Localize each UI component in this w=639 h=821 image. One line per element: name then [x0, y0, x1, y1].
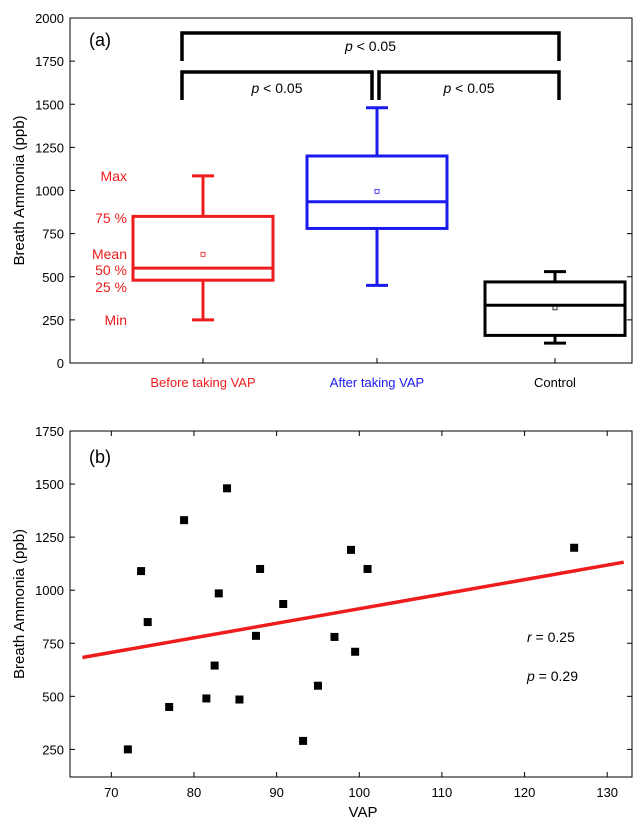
data-point — [299, 736, 308, 745]
data-point — [202, 694, 211, 703]
y-tick-label-b: 1750 — [35, 424, 64, 439]
y-tick-label-b: 1000 — [35, 583, 64, 598]
data-point — [180, 516, 189, 525]
y-tick-label-b: 1500 — [35, 477, 64, 492]
data-point — [165, 702, 174, 711]
data-point — [235, 695, 244, 704]
significance-label: p < 0.05 — [251, 80, 303, 96]
y-tick-label-a: 2000 — [35, 11, 64, 26]
y-tick-label-a: 250 — [42, 313, 64, 328]
stat-p: p = 0.29 — [526, 668, 578, 684]
data-point — [251, 631, 260, 640]
category-label: Before taking VAP — [150, 375, 255, 390]
data-point — [313, 681, 322, 690]
significance-bracket — [180, 70, 374, 100]
data-point — [256, 564, 265, 573]
data-point — [223, 484, 232, 493]
box — [483, 280, 627, 337]
plot-frame-b — [69, 430, 633, 778]
x-tick-label-b: 120 — [514, 785, 536, 800]
mean-marker — [552, 305, 558, 311]
x-axis-title-b: VAP — [349, 804, 378, 821]
y-tick-label-b: 500 — [42, 689, 64, 704]
data-point — [137, 567, 146, 576]
box-legend-median: 50 % — [95, 262, 127, 278]
significance-bracket — [180, 31, 561, 61]
category-label: Control — [534, 375, 576, 390]
y-tick-label-b: 750 — [42, 636, 64, 651]
category-label: After taking VAP — [330, 375, 424, 390]
plot-frame-a — [69, 17, 633, 364]
significance-label: p < 0.05 — [344, 38, 396, 54]
y-tick-label-b: 1250 — [35, 530, 64, 545]
y-tick-label-a: 500 — [42, 270, 64, 285]
y-axis-title-a: Breath Ammonia (ppb) — [11, 115, 28, 265]
y-tick-label-a: 750 — [42, 227, 64, 242]
fit-line — [82, 560, 625, 660]
significance-label: p < 0.05 — [443, 80, 495, 96]
y-tick-label-a: 1750 — [35, 54, 64, 69]
y-tick-label-a: 1500 — [35, 97, 64, 112]
x-tick-label-b: 130 — [596, 785, 618, 800]
box-legend-max: Max — [101, 168, 127, 184]
data-point — [123, 745, 132, 754]
data-point — [279, 600, 288, 608]
box — [131, 214, 275, 282]
x-tick-label-b: 100 — [348, 785, 370, 800]
box-legend-q1: 25 % — [95, 279, 127, 295]
data-point — [214, 589, 223, 598]
x-tick-label-b: 90 — [269, 785, 283, 800]
box-legend-min: Min — [104, 312, 127, 328]
data-point — [143, 618, 152, 627]
data-point — [363, 564, 372, 573]
x-tick-label-b: 110 — [432, 785, 453, 800]
data-point — [351, 647, 360, 656]
y-tick-label-a: 1000 — [35, 184, 64, 199]
stat-r: r = 0.25 — [527, 629, 575, 645]
y-tick-label-a: 0 — [57, 356, 64, 371]
mean-marker — [200, 251, 206, 257]
box-legend-mean: Mean — [92, 246, 127, 262]
x-tick-label-b: 80 — [187, 785, 201, 800]
data-point — [210, 661, 219, 670]
data-point — [330, 632, 339, 641]
data-point — [570, 543, 579, 552]
y-tick-label-b: 250 — [42, 742, 64, 757]
y-axis-title-b: Breath Ammonia (ppb) — [11, 529, 28, 679]
mean-marker — [374, 188, 380, 194]
y-tick-label-a: 1250 — [35, 140, 64, 155]
data-point — [347, 545, 355, 554]
panel-label-a: (a) — [89, 30, 111, 50]
significance-bracket — [377, 70, 561, 100]
box-legend-q3: 75 % — [95, 210, 127, 226]
panel-label-b: (b) — [89, 447, 111, 467]
box — [305, 154, 449, 230]
x-tick-label-b: 70 — [104, 785, 118, 800]
